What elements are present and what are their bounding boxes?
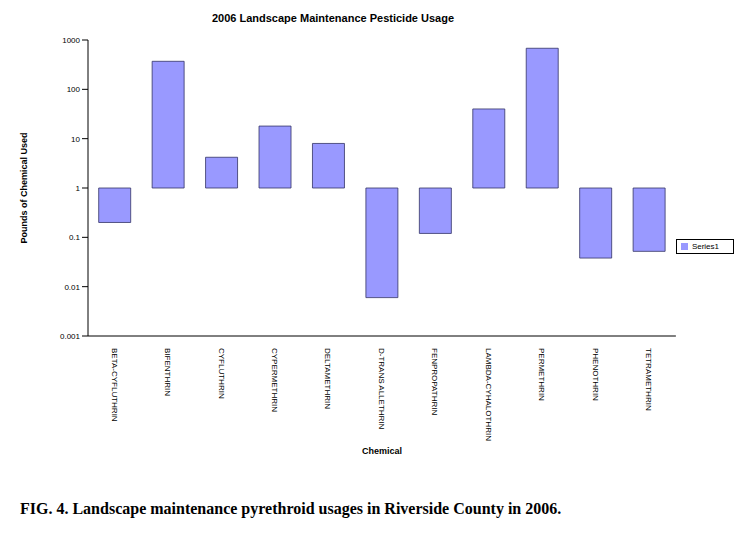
svg-text:BETA-CYFLUTHRIN: BETA-CYFLUTHRIN [110, 348, 119, 422]
svg-text:CYFLUTHRIN: CYFLUTHRIN [217, 348, 226, 399]
svg-text:100: 100 [67, 85, 81, 94]
svg-text:0.001: 0.001 [60, 332, 81, 341]
svg-text:0.01: 0.01 [64, 283, 80, 292]
svg-text:1000: 1000 [62, 36, 80, 45]
svg-text:Pounds of Chemical Used: Pounds of Chemical Used [19, 132, 29, 243]
html-text:FIG. 4. Landscape maintenance: FIG. 4. Landscape maintenance pyrethroid… [20, 500, 562, 517]
svg-text:CYPERMETHRIN: CYPERMETHRIN [270, 348, 279, 412]
svg-text:DELTAMETHRIN: DELTAMETHRIN [323, 348, 332, 409]
html-text:2006 Landscape Maintenance Pes: 2006 Landscape Maintenance Pesticide Usa… [211, 12, 454, 24]
html-text:Series1: Series1 [691, 241, 719, 251]
svg-text:TETRAMETHRIN: TETRAMETHRIN [644, 348, 653, 411]
svg-text:0.1: 0.1 [69, 233, 81, 242]
svg-text:LAMBDA-CYHALOTHRIN: LAMBDA-CYHALOTHRIN [484, 348, 493, 441]
svg-text:Chemical: Chemical [362, 446, 402, 456]
svg-text:PHENOTHRIN: PHENOTHRIN [591, 348, 600, 401]
svg-text:PERMETHRIN: PERMETHRIN [537, 348, 546, 401]
svg-text:BIFENTHRIN: BIFENTHRIN [163, 348, 172, 396]
svg-text:FENPROPATHRIN: FENPROPATHRIN [430, 348, 439, 415]
svg-text:1: 1 [76, 184, 81, 193]
svg-text:D-TRANS ALLETHRIN: D-TRANS ALLETHRIN [377, 348, 386, 430]
svg-text:10: 10 [71, 135, 80, 144]
